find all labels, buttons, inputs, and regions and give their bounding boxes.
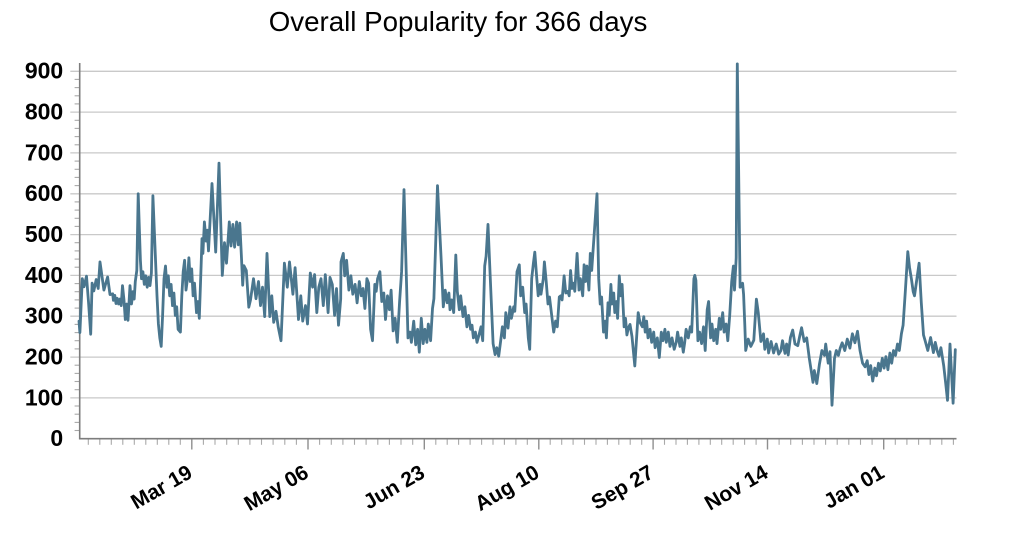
svg-text:700: 700 (25, 139, 63, 165)
svg-text:800: 800 (25, 99, 63, 125)
svg-text:300: 300 (25, 303, 63, 329)
svg-text:500: 500 (25, 221, 63, 247)
svg-text:100: 100 (25, 384, 63, 410)
svg-text:Overall Popularity for 366 day: Overall Popularity for 366 days (269, 6, 648, 37)
svg-text:400: 400 (25, 262, 63, 288)
svg-text:200: 200 (25, 344, 63, 370)
svg-text:0: 0 (50, 425, 63, 451)
svg-text:600: 600 (25, 180, 63, 206)
svg-text:900: 900 (25, 58, 63, 84)
